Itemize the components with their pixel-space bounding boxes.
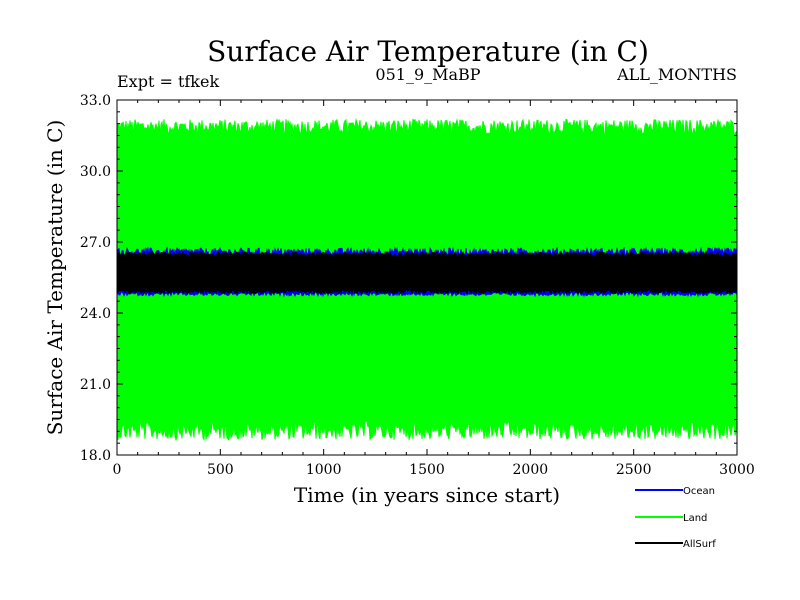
subtitle-right: ALL_MONTHS: [616, 65, 737, 84]
series-layer: [116, 117, 738, 442]
y-tick-label: 18.0: [80, 448, 111, 464]
x-tick-label: 1000: [306, 462, 342, 478]
series-allsurf-band: [116, 250, 738, 296]
x-tick-label: 0: [113, 462, 122, 478]
y-tick-label: 33.0: [80, 93, 111, 109]
series-allsurf: [116, 250, 738, 296]
chart-title: Surface Air Temperature (in C): [207, 35, 649, 68]
legend-entry-ocean: Ocean: [635, 486, 715, 497]
subtitle-center: 051_9_MaBP: [375, 65, 480, 84]
legend-label: Land: [683, 513, 707, 524]
y-tick-label: 27.0: [80, 235, 111, 251]
y-tick-label: 24.0: [80, 306, 111, 322]
legend: Ocean Land AllSurf: [635, 486, 716, 550]
y-tick-label: 21.0: [80, 377, 111, 393]
legend-label: AllSurf: [683, 539, 716, 550]
y-tick-label: 30.0: [80, 164, 111, 180]
y-axis-label: Surface Air Temperature (in C): [43, 120, 67, 436]
axes-layer: 0 500 1000 1500 2000 2500 3000 18.0 21.0 24.0 27.0…: [80, 93, 755, 478]
x-tick-label: 2500: [616, 462, 652, 478]
legend-entry-allsurf: AllSurf: [635, 539, 716, 550]
legend-entry-land: Land: [635, 513, 707, 524]
x-tick-label: 2000: [513, 462, 549, 478]
x-axis-label: Time (in years since start): [294, 483, 560, 507]
x-tick-label: 3000: [719, 462, 755, 478]
legend-label: Ocean: [683, 486, 715, 497]
subtitle-left: Expt = tfkek: [117, 72, 219, 91]
x-tick-label: 500: [207, 462, 234, 478]
x-tick-label: 1500: [409, 462, 445, 478]
